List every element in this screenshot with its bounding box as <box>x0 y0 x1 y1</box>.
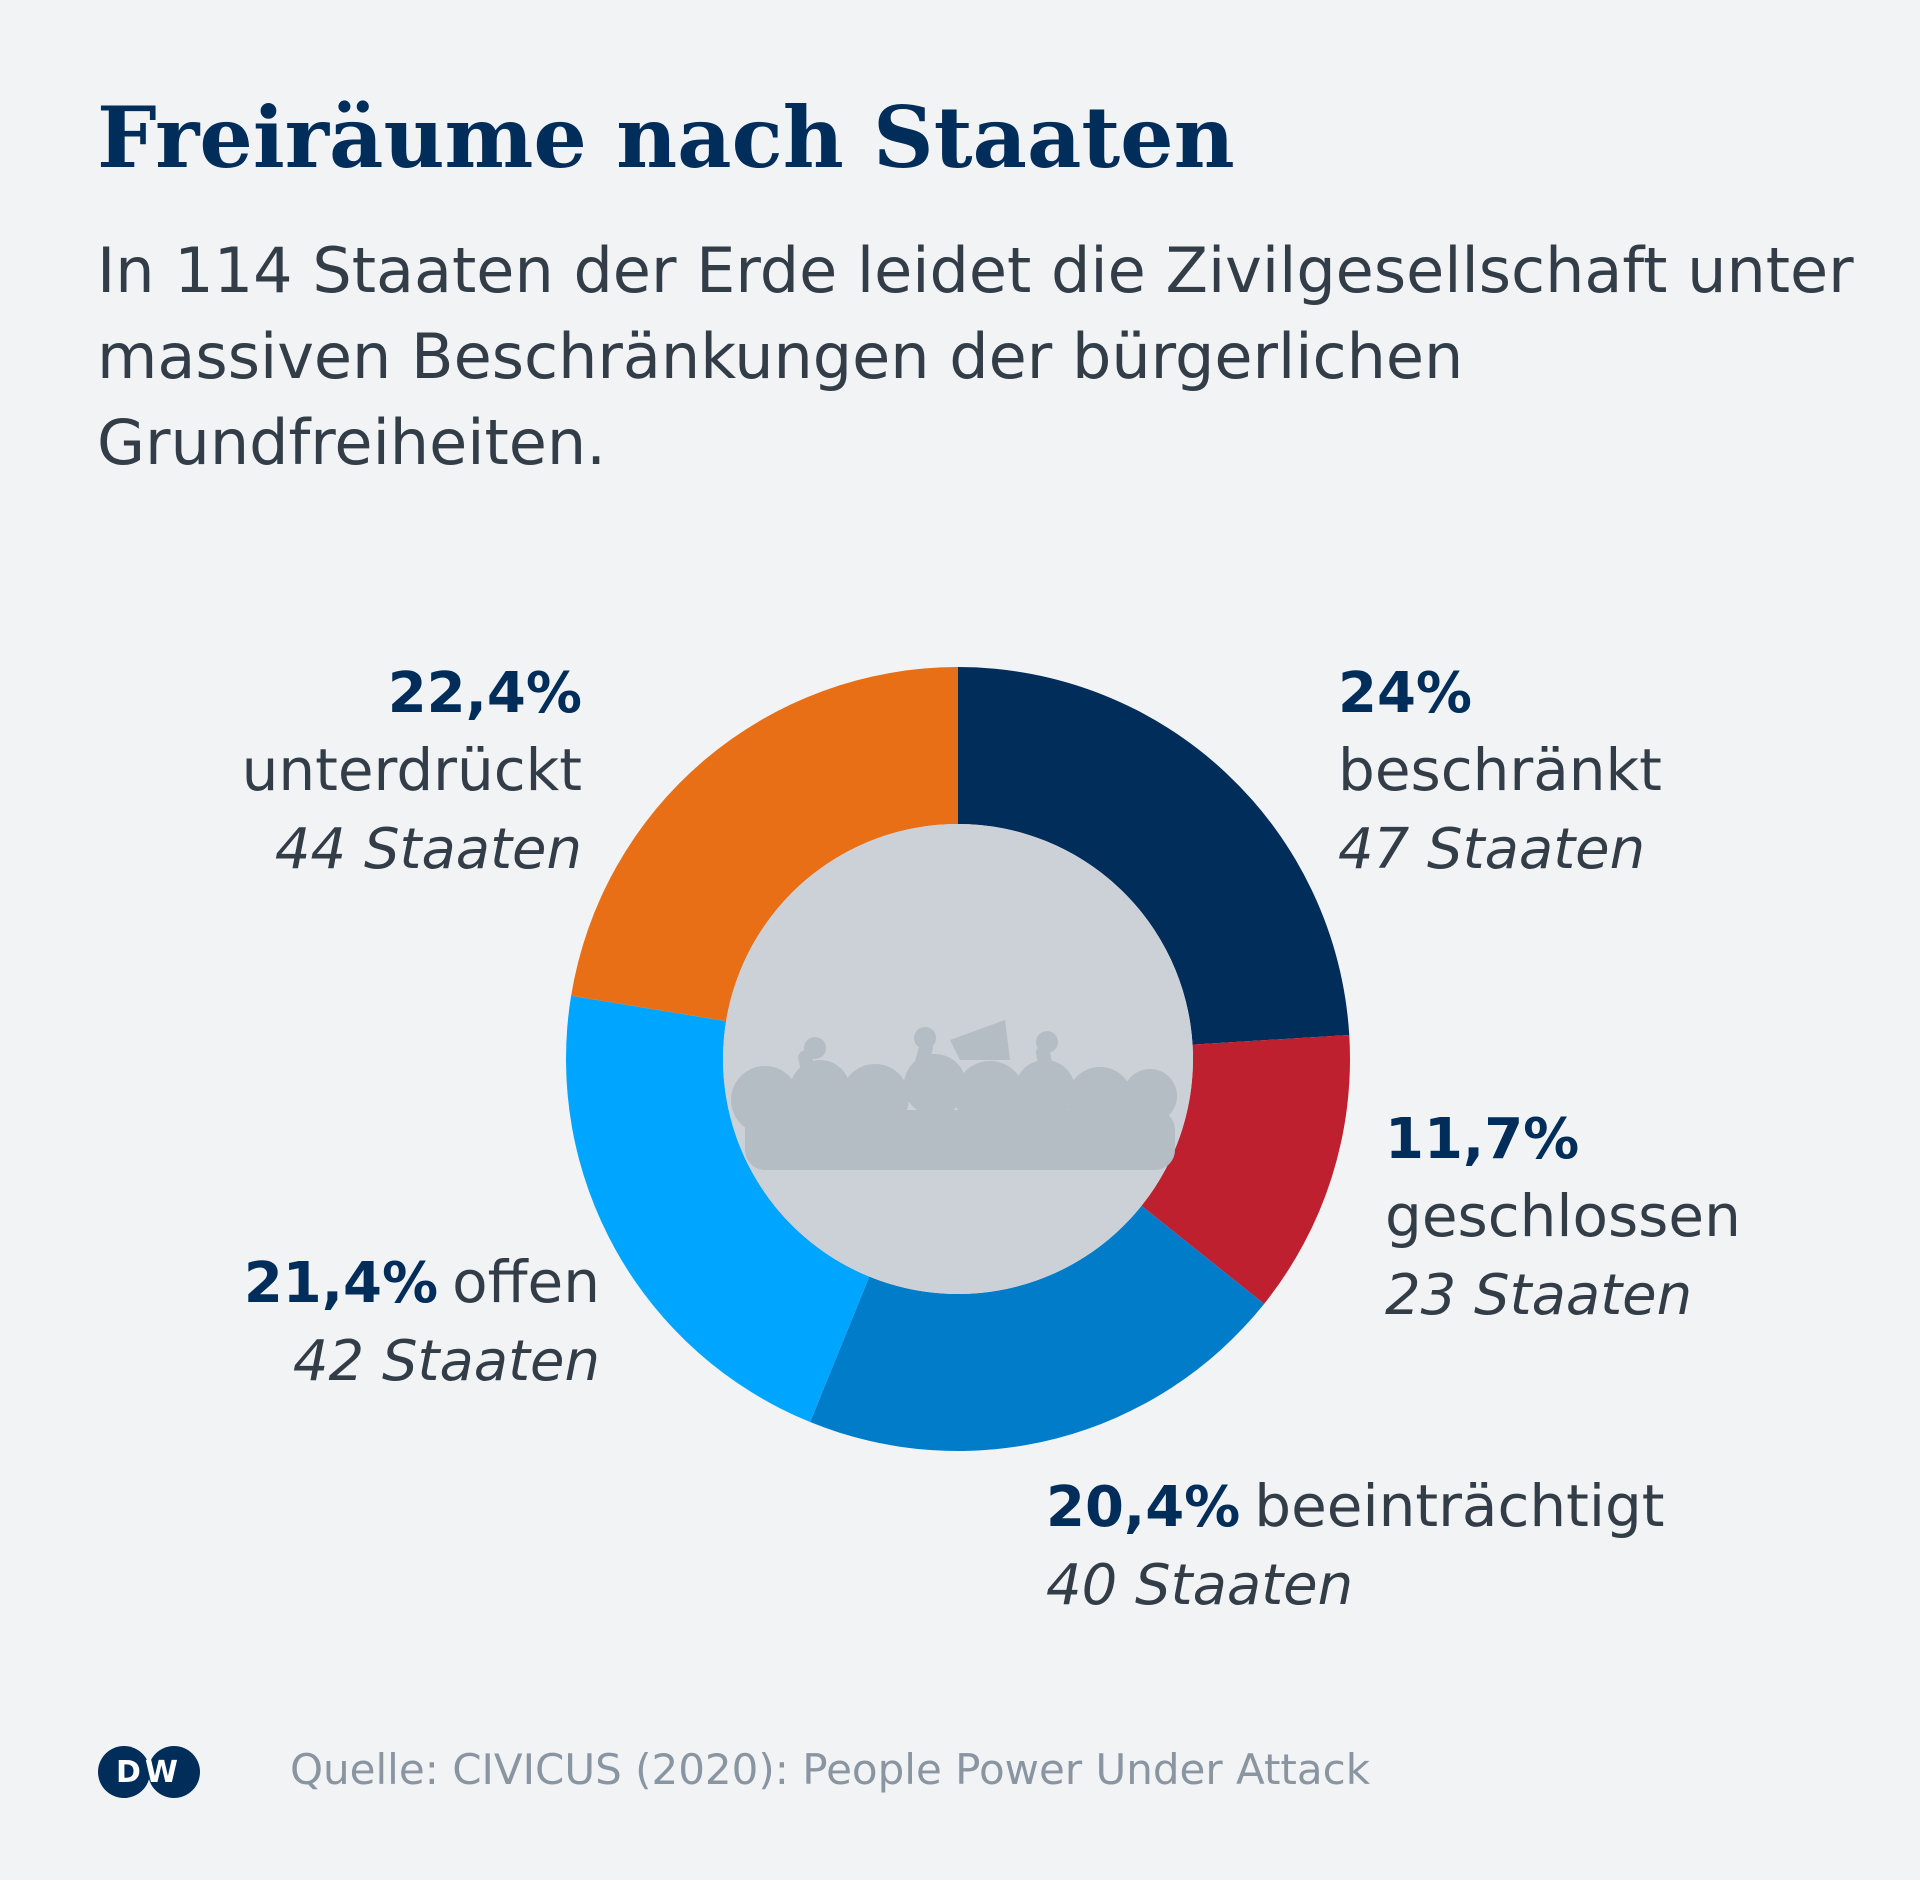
donut-slice-4 <box>571 667 958 1022</box>
label-geschlossen-percent: 11,7% <box>1385 1107 1579 1172</box>
label-beschraenkt-percent: 24% <box>1338 661 1472 726</box>
dw-logo-text: DW <box>116 1755 182 1790</box>
donut-slices <box>566 667 1350 1451</box>
label-offen-percent: 21,4% <box>244 1251 438 1316</box>
crowd-protest-icon <box>731 1020 1177 1170</box>
label-beeintraechtigt-count: 40 Staaten <box>1046 1553 1353 1618</box>
donut-slice-2 <box>810 1205 1265 1451</box>
donut-slice-3 <box>566 995 870 1423</box>
label-unterdrueckt-percent: 22,4% <box>388 661 582 726</box>
label-beschraenkt-count: 47 Staaten <box>1338 817 1645 882</box>
chart-title: Freiräume nach Staaten <box>97 88 1235 187</box>
label-beeintraechtigt-percent: 20,4% <box>1046 1475 1240 1540</box>
label-geschlossen-name: geschlossen <box>1385 1182 1741 1250</box>
label-beeintraechtigt-line: 20,4% beeinträchtigt <box>1046 1472 1665 1540</box>
donut-center <box>723 824 1193 1294</box>
source-note: Quelle: CIVICUS (2020): People Power Und… <box>290 1745 1371 1794</box>
label-beschraenkt-name: beschränkt <box>1338 736 1662 804</box>
label-unterdrueckt-name: unterdrückt <box>242 736 582 804</box>
label-offen-line: 21,4% offen <box>244 1248 600 1316</box>
label-unterdrueckt-count: 44 Staaten <box>275 817 582 882</box>
donut-slice-1 <box>1141 1034 1350 1304</box>
dw-logo-icon: DW <box>98 1746 200 1798</box>
label-beeintraechtigt-name: beeinträchtigt <box>1254 1472 1664 1540</box>
chart-subtitle: In 114 Staaten der Erde leidet die Zivil… <box>97 234 1854 479</box>
label-offen-count: 42 Staaten <box>293 1329 600 1394</box>
label-offen-name: offen <box>452 1248 600 1316</box>
slice-labels: 24% beschränkt 47 Staaten 11,7% geschlos… <box>242 661 1741 1618</box>
label-geschlossen-count: 23 Staaten <box>1385 1263 1692 1328</box>
donut-slice-0 <box>958 667 1350 1045</box>
